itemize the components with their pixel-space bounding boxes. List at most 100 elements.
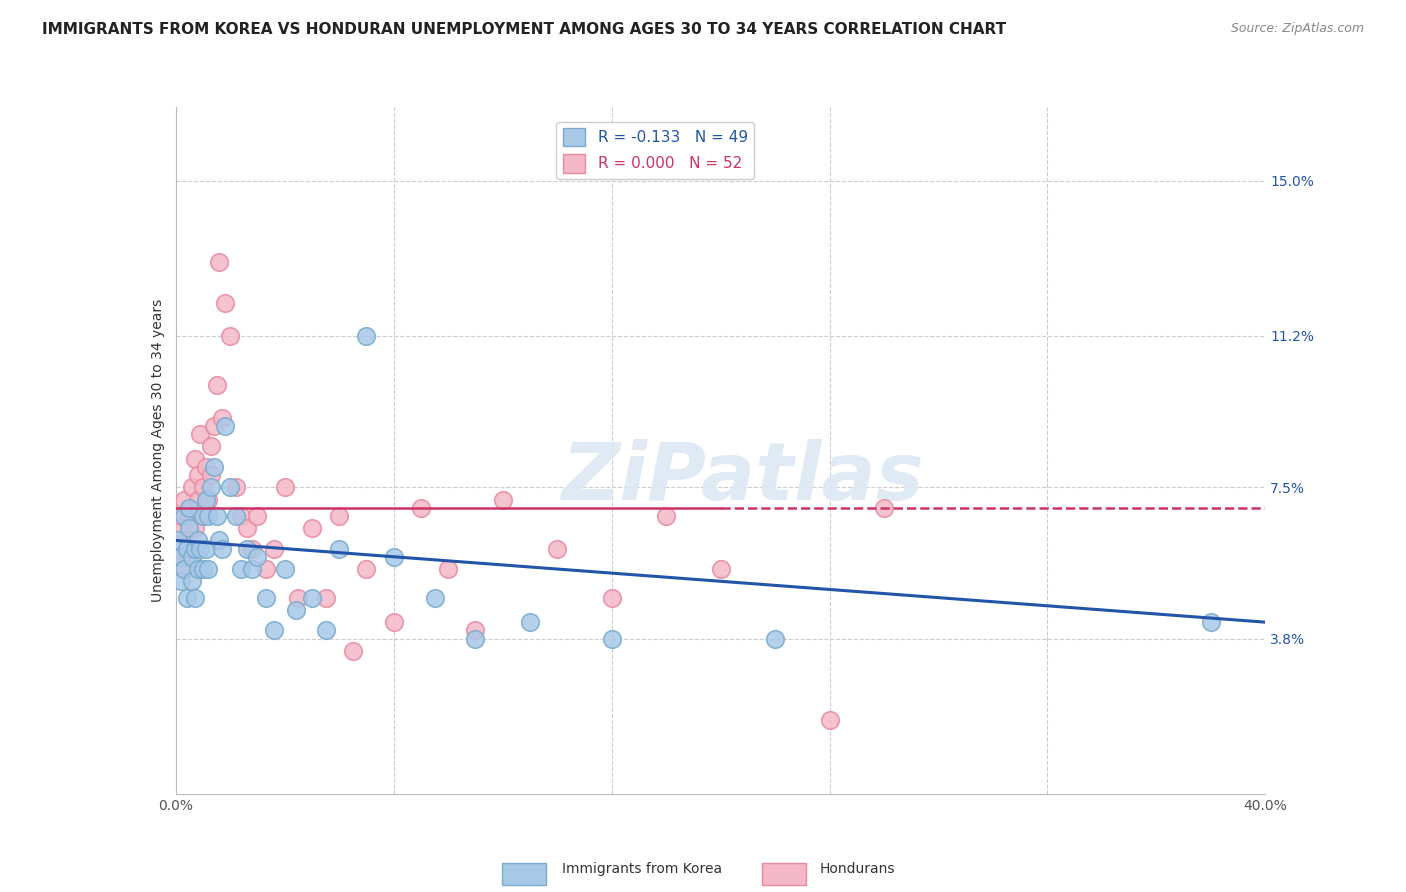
- Point: [205, 508, 228, 523]
- Point: [197, 508, 219, 523]
- Point: [184, 521, 207, 535]
- Point: [186, 533, 209, 548]
- Point: [191, 508, 214, 523]
- Point: [519, 615, 541, 630]
- Point: [179, 541, 201, 556]
- Point: [202, 419, 225, 434]
- Point: [600, 632, 623, 646]
- Point: [254, 562, 277, 576]
- Point: [301, 591, 323, 605]
- Point: [254, 591, 277, 605]
- Point: [464, 632, 486, 646]
- Point: [284, 603, 307, 617]
- Point: [235, 521, 257, 535]
- Point: [225, 508, 247, 523]
- Point: [600, 591, 623, 605]
- Point: [173, 492, 195, 507]
- Point: [176, 541, 198, 556]
- Point: [191, 480, 214, 494]
- Point: [342, 644, 364, 658]
- Point: [176, 533, 198, 548]
- Legend: R = -0.133   N = 49, R = 0.000   N = 52: R = -0.133 N = 49, R = 0.000 N = 52: [557, 121, 754, 178]
- Text: IMMIGRANTS FROM KOREA VS HONDURAN UNEMPLOYMENT AMONG AGES 30 TO 34 YEARS CORRELA: IMMIGRANTS FROM KOREA VS HONDURAN UNEMPL…: [42, 22, 1007, 37]
- Point: [200, 439, 222, 453]
- Point: [818, 714, 841, 728]
- Point: [186, 562, 209, 576]
- Point: [176, 549, 198, 564]
- Text: Immigrants from Korea: Immigrants from Korea: [562, 862, 723, 876]
- Point: [184, 541, 207, 556]
- Point: [176, 591, 198, 605]
- Point: [437, 562, 460, 576]
- Point: [197, 492, 219, 507]
- Point: [231, 562, 253, 576]
- Point: [167, 541, 190, 556]
- Point: [328, 508, 350, 523]
- Point: [208, 255, 231, 269]
- Point: [179, 500, 201, 515]
- Point: [274, 480, 297, 494]
- Point: [173, 562, 195, 576]
- Point: [235, 541, 257, 556]
- Point: [170, 574, 193, 589]
- Point: [194, 492, 217, 507]
- Point: [184, 591, 207, 605]
- Point: [202, 459, 225, 474]
- Point: [167, 533, 190, 548]
- Point: [211, 541, 233, 556]
- Y-axis label: Unemployment Among Ages 30 to 34 years: Unemployment Among Ages 30 to 34 years: [150, 299, 165, 602]
- Point: [191, 562, 214, 576]
- Point: [181, 549, 204, 564]
- Point: [167, 521, 190, 535]
- Point: [191, 508, 214, 523]
- Point: [184, 451, 207, 466]
- Text: Hondurans: Hondurans: [820, 862, 896, 876]
- Point: [356, 329, 378, 343]
- Point: [200, 480, 222, 494]
- Point: [214, 419, 236, 434]
- Point: [382, 615, 405, 630]
- Point: [655, 508, 678, 523]
- Point: [231, 508, 253, 523]
- Point: [409, 500, 432, 515]
- Point: [181, 574, 204, 589]
- Point: [240, 541, 263, 556]
- Point: [181, 480, 204, 494]
- Text: ZiPatlas: ZiPatlas: [561, 439, 924, 517]
- Point: [179, 521, 201, 535]
- Point: [356, 562, 378, 576]
- Point: [873, 500, 896, 515]
- Point: [173, 562, 195, 576]
- Point: [263, 541, 285, 556]
- Point: [382, 549, 405, 564]
- Point: [197, 562, 219, 576]
- Point: [246, 508, 269, 523]
- Point: [208, 533, 231, 548]
- Point: [186, 467, 209, 482]
- Point: [200, 467, 222, 482]
- Point: [219, 329, 242, 343]
- Point: [328, 541, 350, 556]
- Point: [225, 480, 247, 494]
- Point: [492, 492, 515, 507]
- Point: [219, 480, 242, 494]
- Point: [710, 562, 733, 576]
- Point: [263, 624, 285, 638]
- Point: [170, 549, 193, 564]
- Point: [274, 562, 297, 576]
- Point: [214, 296, 236, 310]
- Point: [763, 632, 786, 646]
- Point: [301, 521, 323, 535]
- Point: [246, 549, 269, 564]
- Point: [194, 541, 217, 556]
- Text: Source: ZipAtlas.com: Source: ZipAtlas.com: [1230, 22, 1364, 36]
- Point: [423, 591, 446, 605]
- Point: [1199, 615, 1222, 630]
- Point: [464, 624, 486, 638]
- Point: [240, 562, 263, 576]
- Point: [205, 378, 228, 392]
- Point: [170, 508, 193, 523]
- Point: [315, 624, 337, 638]
- Point: [186, 492, 209, 507]
- Point: [546, 541, 568, 556]
